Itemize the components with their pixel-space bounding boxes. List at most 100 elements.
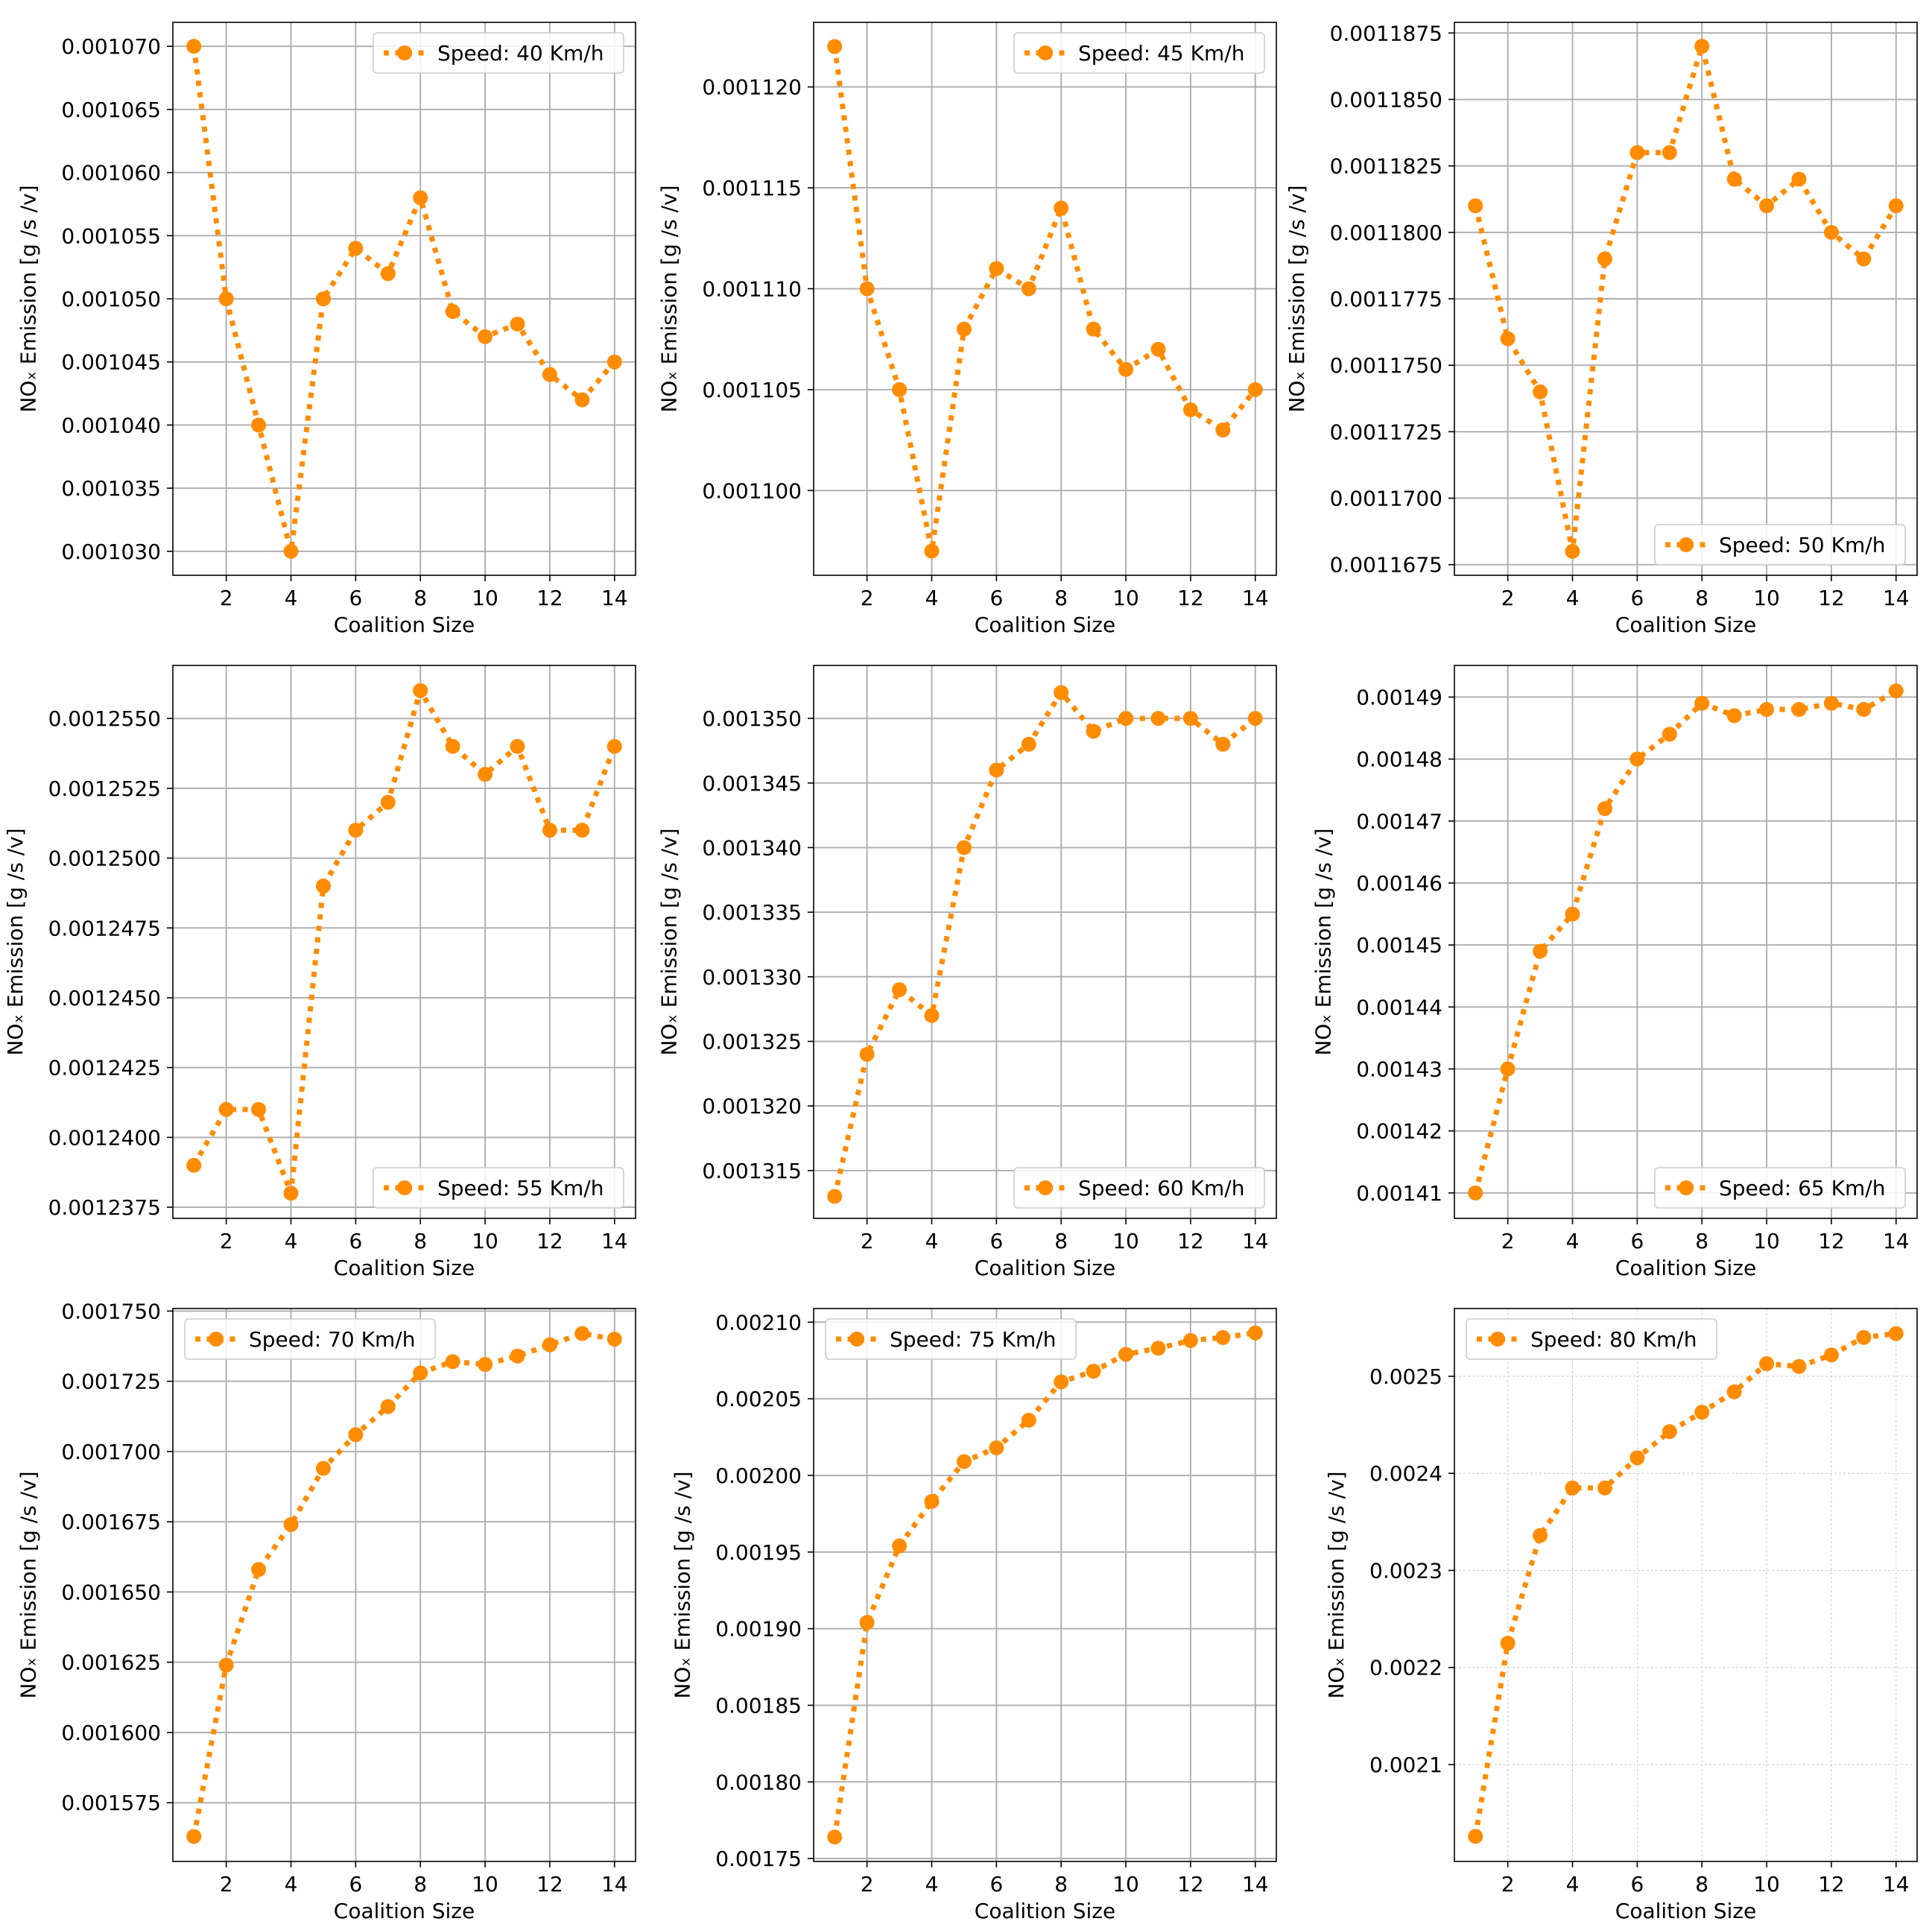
x-tick-label: 10 bbox=[1753, 586, 1780, 610]
y-tick-label: 0.00185 bbox=[715, 1693, 802, 1718]
y-tick-label: 0.00141 bbox=[1356, 1181, 1442, 1206]
x-axis-label: Coalition Size bbox=[334, 1899, 475, 1923]
y-tick-label: 0.00205 bbox=[715, 1387, 802, 1411]
subplot-6: 2 4 6 8 10 12 14 0.00141 0.00142 0.00143 0.00144 0.… bbox=[1311, 665, 1918, 1280]
data-point bbox=[1759, 1355, 1775, 1371]
data-point bbox=[348, 1427, 364, 1443]
y-tick-label: 0.00148 bbox=[1356, 747, 1442, 772]
x-tick-label: 14 bbox=[1883, 1872, 1910, 1896]
data-point bbox=[956, 1454, 972, 1469]
x-tick-label: 14 bbox=[601, 1872, 628, 1896]
legend-label: Speed: 40 Km/h bbox=[437, 41, 604, 66]
legend-label: Speed: 45 Km/h bbox=[1078, 41, 1244, 66]
y-tick-label: 0.0011750 bbox=[1330, 353, 1442, 378]
data-point bbox=[1791, 171, 1807, 187]
data-point bbox=[413, 190, 428, 206]
x-tick-label: 10 bbox=[1753, 1229, 1780, 1253]
data-point bbox=[283, 1516, 299, 1532]
y-tick-label: 0.001120 bbox=[702, 75, 802, 100]
x-tick-label: 8 bbox=[1054, 586, 1068, 610]
data-point bbox=[1021, 1412, 1036, 1428]
data-point bbox=[380, 794, 396, 810]
data-point bbox=[251, 1562, 267, 1578]
x-tick-label: 4 bbox=[285, 1872, 298, 1896]
y-tick-label: 0.0023 bbox=[1369, 1558, 1442, 1583]
x-tick-label: 12 bbox=[1177, 1872, 1204, 1896]
y-tick-label: 0.00190 bbox=[715, 1617, 802, 1642]
x-tick-label: 2 bbox=[1501, 1872, 1515, 1896]
data-point bbox=[1629, 1450, 1645, 1466]
data-point bbox=[1086, 321, 1101, 337]
data-point bbox=[1247, 382, 1263, 397]
legend: Speed: 70 Km/h bbox=[184, 1318, 436, 1360]
legend: Speed: 40 Km/h bbox=[373, 32, 624, 74]
data-point bbox=[859, 281, 875, 297]
x-tick-label: 12 bbox=[1818, 1229, 1845, 1253]
data-point bbox=[445, 1354, 460, 1370]
legend: Speed: 65 Km/h bbox=[1654, 1167, 1906, 1209]
data-point bbox=[1054, 685, 1069, 700]
x-tick-label: 10 bbox=[1112, 1229, 1139, 1253]
y-tick-label: 0.001575 bbox=[61, 1791, 161, 1815]
x-tick-label: 14 bbox=[1883, 1229, 1910, 1253]
data-point bbox=[1150, 711, 1166, 727]
y-tick-label: 0.001070 bbox=[61, 34, 161, 59]
y-tick-label: 0.0012425 bbox=[48, 1056, 161, 1081]
y-tick-label: 0.0012475 bbox=[48, 916, 161, 940]
data-point bbox=[1823, 224, 1839, 240]
data-point bbox=[1086, 724, 1101, 739]
legend-label: Speed: 75 Km/h bbox=[890, 1327, 1056, 1352]
data-point bbox=[574, 392, 590, 408]
legend-label: Speed: 50 Km/h bbox=[1719, 533, 1885, 557]
x-tick-label: 10 bbox=[1112, 586, 1139, 610]
data-point bbox=[827, 1829, 843, 1845]
data-point bbox=[892, 382, 908, 397]
x-tick-label: 4 bbox=[925, 1229, 939, 1253]
data-point bbox=[1726, 171, 1742, 187]
data-point bbox=[989, 261, 1004, 276]
data-point bbox=[1759, 198, 1775, 214]
y-tick-label: 0.001035 bbox=[61, 476, 161, 501]
y-tick-label: 0.0024 bbox=[1369, 1461, 1442, 1486]
data-point bbox=[251, 1101, 267, 1117]
x-tick-label: 12 bbox=[1177, 586, 1204, 610]
x-tick-label: 10 bbox=[1112, 1872, 1139, 1896]
series-line bbox=[832, 1330, 1256, 1838]
y-tick-label: 0.00175 bbox=[715, 1847, 802, 1871]
x-tick-label: 14 bbox=[1242, 1229, 1269, 1253]
y-tick-label: 0.0012375 bbox=[48, 1195, 161, 1220]
x-tick-label: 14 bbox=[601, 586, 628, 610]
data-point bbox=[1726, 1384, 1742, 1399]
y-tick-label: 0.001315 bbox=[702, 1159, 802, 1183]
x-axis-label: Coalition Size bbox=[334, 613, 475, 637]
data-point bbox=[1823, 695, 1839, 711]
series-line bbox=[191, 45, 617, 552]
x-axis-label: Coalition Size bbox=[334, 1256, 475, 1280]
axes-frame bbox=[813, 1308, 1277, 1862]
data-point bbox=[1500, 331, 1515, 347]
data-point bbox=[1694, 1405, 1710, 1420]
y-tick-label: 0.001110 bbox=[702, 276, 802, 301]
data-point bbox=[1565, 543, 1580, 559]
data-point bbox=[956, 840, 972, 855]
data-point bbox=[315, 291, 331, 306]
data-point bbox=[1054, 1374, 1069, 1390]
y-tick-label: 0.0011800 bbox=[1330, 221, 1442, 245]
y-tick-label: 0.001055 bbox=[61, 224, 161, 248]
subplot-8: 2 4 6 8 10 12 14 0.00175 0.00180 0.00185 0.00190 0.… bbox=[670, 1308, 1277, 1923]
data-point bbox=[1021, 281, 1036, 297]
data-point bbox=[1888, 198, 1904, 214]
y-axis-label: NOₓ Emission [g /s /v] bbox=[16, 1471, 41, 1698]
data-point bbox=[1856, 702, 1872, 718]
series-line bbox=[1472, 36, 1898, 552]
y-axis-label: NOₓ Emission [g /s /v] bbox=[3, 828, 28, 1055]
data-point bbox=[1118, 361, 1134, 377]
data-point bbox=[478, 767, 493, 782]
data-point bbox=[510, 316, 525, 332]
data-point bbox=[1662, 1424, 1677, 1440]
x-tick-label: 12 bbox=[1818, 1872, 1845, 1896]
data-point bbox=[1726, 708, 1742, 724]
data-point bbox=[1856, 1329, 1872, 1345]
data-point bbox=[1823, 1347, 1839, 1363]
axes-frame bbox=[813, 665, 1277, 1219]
